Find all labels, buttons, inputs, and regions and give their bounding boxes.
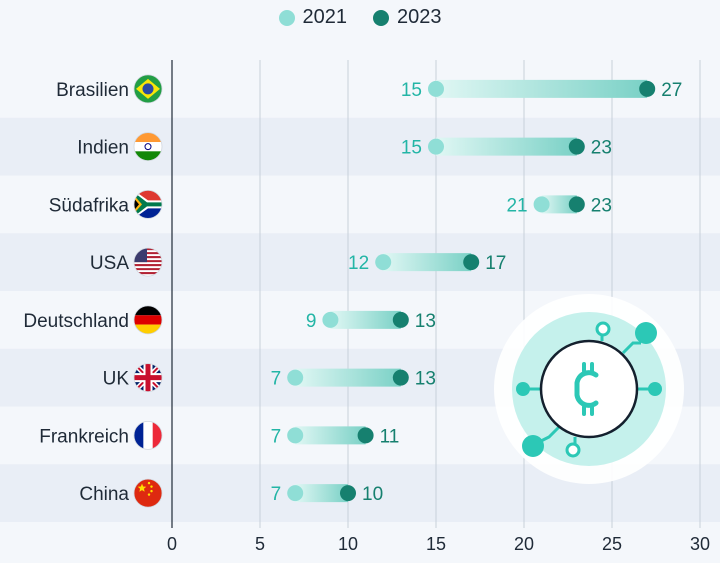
range-bar: [295, 426, 366, 445]
x-tick-label: 30: [690, 534, 710, 554]
point-2021: [428, 80, 444, 97]
bitcoin-circuit-icon: [494, 294, 684, 484]
point-2023: [568, 138, 585, 155]
value-label-2023: 13: [415, 311, 436, 332]
x-tick-label: 10: [338, 534, 358, 554]
range-bar: [295, 484, 348, 503]
value-label-2021: 15: [401, 138, 422, 159]
range-bar: [383, 253, 472, 272]
legend: 2021 2023: [0, 6, 720, 29]
legend-item-2023: 2023: [373, 6, 442, 29]
x-tick-label: 20: [514, 534, 534, 554]
legend-label-2023: 2023: [397, 6, 442, 28]
row-band: [0, 117, 720, 176]
point-2023: [357, 427, 374, 444]
category-label: Deutschland: [23, 311, 129, 332]
value-label-2021: 9: [306, 311, 317, 332]
value-label-2021: 7: [271, 426, 282, 447]
value-label-2023: 10: [362, 484, 383, 505]
point-2021: [428, 138, 444, 155]
category-label: Frankreich: [39, 426, 129, 447]
point-2023: [340, 485, 356, 502]
point-2021: [287, 369, 304, 386]
point-2021: [375, 254, 392, 271]
flag-germany-icon: [133, 305, 163, 335]
value-label-2023: 13: [415, 369, 436, 390]
value-label-2023: 11: [380, 426, 400, 447]
flag-south-africa-icon: [133, 189, 163, 219]
value-label-2023: 17: [485, 253, 506, 274]
range-bar: [295, 368, 401, 387]
category-label: Südafrika: [49, 195, 130, 216]
value-label-2021: 12: [348, 253, 369, 274]
legend-label-2021: 2021: [302, 6, 348, 28]
row-band: [0, 175, 720, 234]
x-tick-label: 5: [255, 534, 265, 554]
category-label: China: [79, 484, 129, 505]
flag-france-icon: [133, 420, 163, 450]
category-label: UK: [103, 369, 130, 390]
x-tick-label: 15: [426, 534, 446, 554]
range-bar: [436, 137, 577, 156]
legend-dot-2021: [278, 9, 295, 26]
x-tick-label: 0: [167, 534, 177, 554]
value-label-2023: 23: [591, 195, 612, 216]
point-2023: [568, 196, 585, 213]
category-label: Brasilien: [56, 80, 129, 101]
value-label-2021: 7: [271, 484, 282, 505]
point-2021: [322, 311, 339, 328]
point-2021: [287, 485, 304, 502]
range-bar: [330, 310, 401, 329]
flag-brazil-icon: [133, 74, 163, 104]
flag-india-icon: [133, 132, 163, 162]
category-label: USA: [90, 253, 129, 274]
value-label-2023: 27: [661, 80, 682, 101]
range-bar: [436, 79, 648, 98]
value-label-2021: 21: [506, 195, 527, 216]
point-2023: [639, 80, 656, 97]
x-tick-label: 25: [602, 534, 622, 554]
value-label-2023: 23: [591, 138, 612, 159]
point-2021: [287, 427, 304, 444]
category-label: Indien: [77, 138, 129, 159]
point-2023: [463, 254, 480, 271]
value-label-2021: 7: [271, 369, 282, 390]
value-label-2021: 15: [401, 80, 422, 101]
flag-china-icon: [133, 478, 163, 508]
point-2021: [533, 196, 550, 213]
legend-item-2021: 2021: [278, 6, 348, 29]
flag-uk-icon: [133, 363, 163, 393]
range-bar: [541, 195, 577, 214]
point-2023: [392, 369, 409, 386]
flag-usa-icon: [133, 247, 163, 277]
point-2023: [392, 311, 409, 328]
legend-dot-2023: [373, 9, 389, 26]
row-band: [0, 233, 720, 291]
